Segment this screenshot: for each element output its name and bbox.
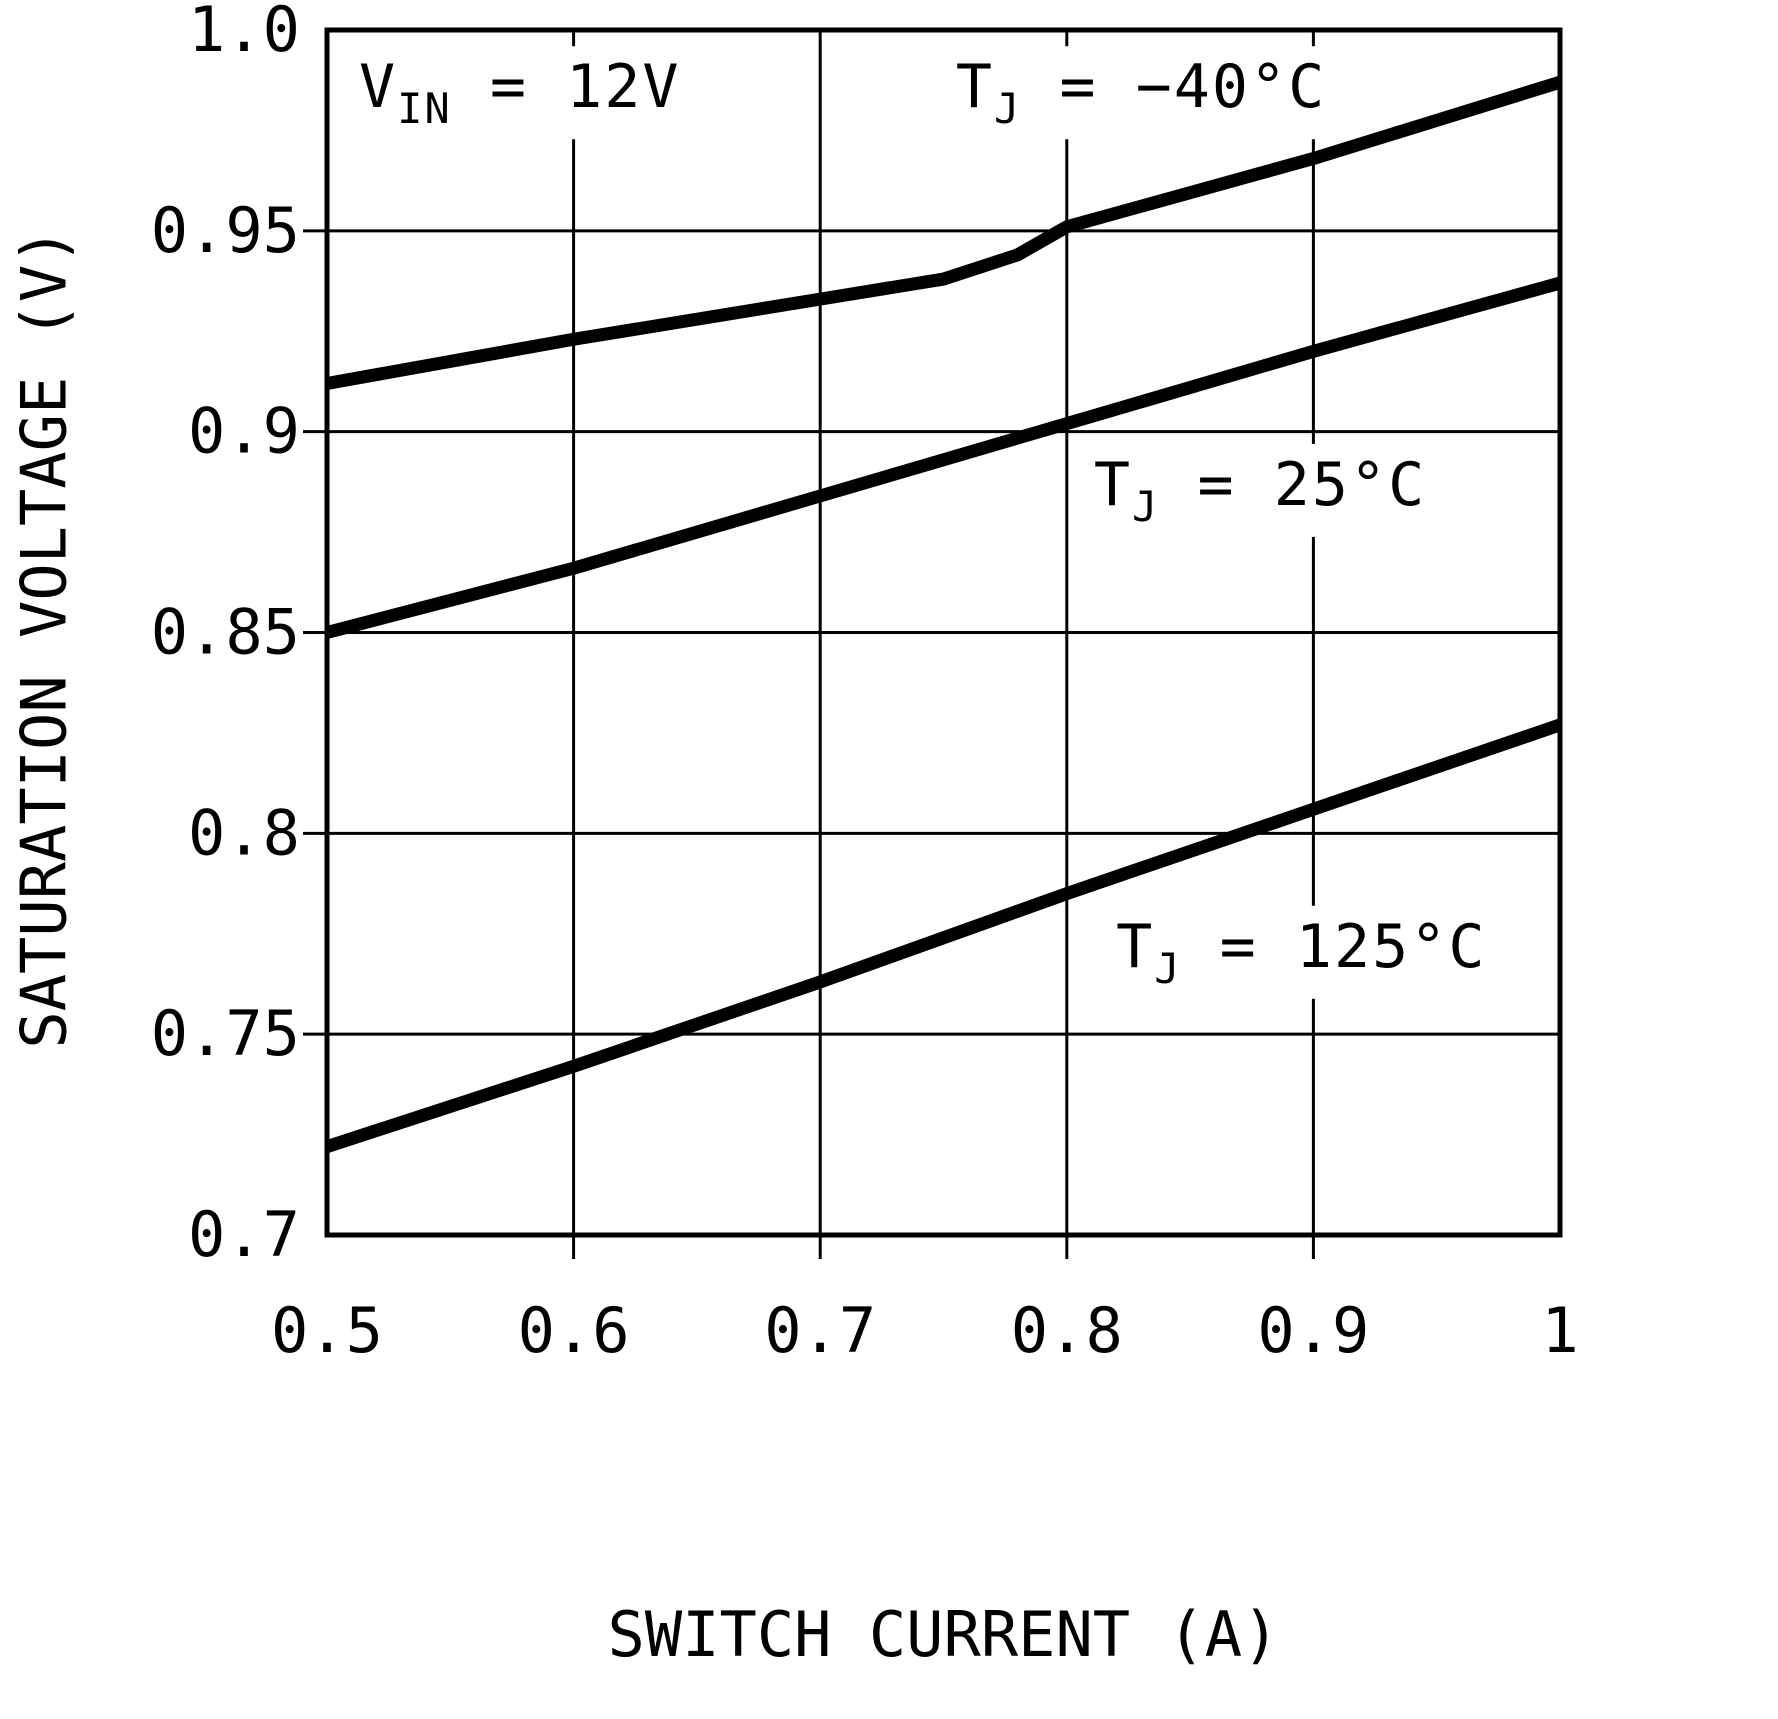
annotation-bg-tj-m40 — [945, 46, 1337, 140]
x-tick-label: 0.9 — [1257, 1294, 1369, 1367]
series-line-1 — [325, 276, 1562, 639]
y-tick-label: 1.0 — [188, 0, 300, 66]
x-tick-label: 0.6 — [518, 1294, 630, 1367]
y-tick-label: 0.8 — [188, 796, 300, 869]
series-line-0 — [325, 76, 1562, 390]
x-tick-label: 0.5 — [271, 1294, 383, 1367]
y-tick-label: 0.75 — [151, 997, 300, 1070]
y-tick-label: 0.7 — [188, 1198, 300, 1271]
plot-border — [324, 27, 1563, 1238]
annotation-tj-m40: TJ = −40°C — [956, 52, 1326, 133]
y-tick-label: 0.9 — [188, 395, 300, 468]
annotation-tj-25: TJ = 25°C — [1094, 450, 1426, 531]
y-tick-label: 0.85 — [151, 596, 300, 669]
annotation-bg-tj-25 — [1083, 443, 1437, 537]
x-tick-label: 1 — [1541, 1294, 1578, 1367]
annotation-bg-vin — [349, 46, 691, 140]
annotation-vin: VIN = 12V — [359, 52, 680, 133]
annotation-tj-125: TJ = 125°C — [1116, 912, 1486, 993]
y-tick-label: 0.95 — [151, 194, 300, 267]
series-line-2 — [324, 718, 1563, 1153]
x-axis-title: SWITCH CURRENT (A) — [607, 1598, 1280, 1671]
x-tick-label: 0.7 — [764, 1294, 876, 1367]
annotation-bg-tj-125 — [1106, 905, 1497, 999]
y-axis-title: SATURATION VOLTAGE (V) — [7, 227, 81, 1049]
x-tick-label: 0.8 — [1011, 1294, 1123, 1367]
